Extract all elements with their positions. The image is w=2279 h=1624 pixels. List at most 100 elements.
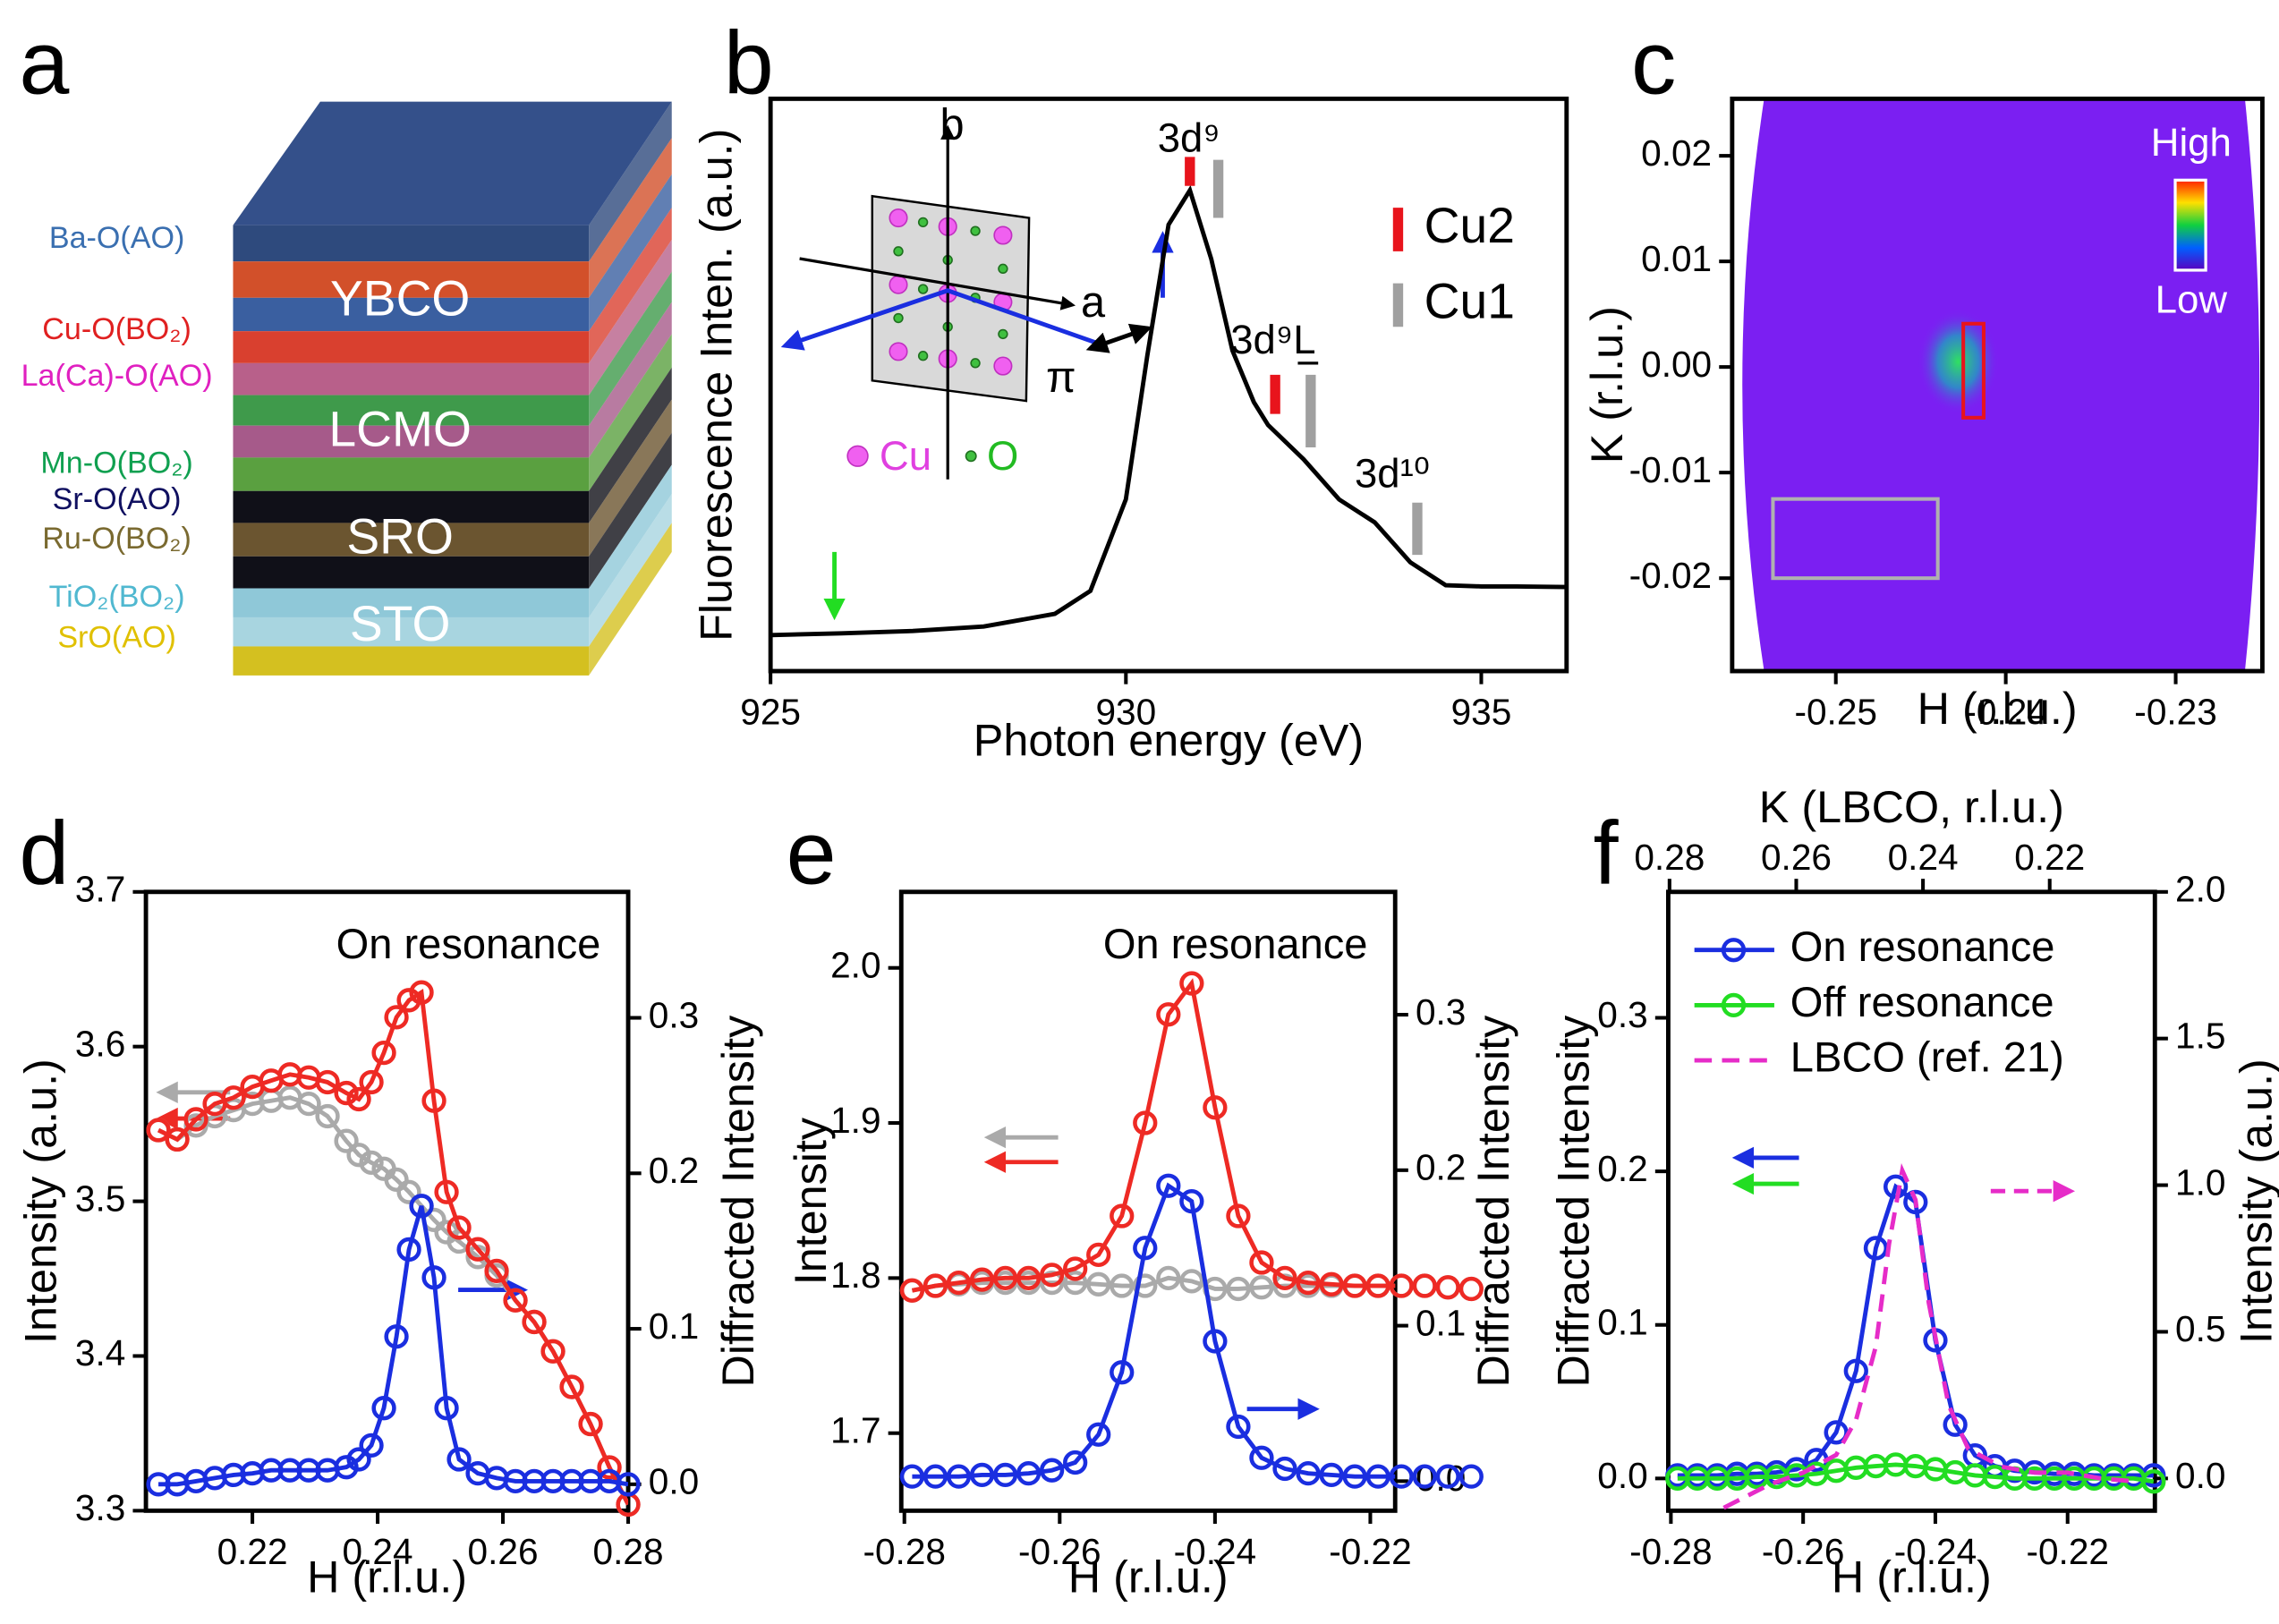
cu-atom [889,275,908,294]
data-point [346,1447,371,1472]
x-tick-label: 0.22 [217,1531,288,1572]
data-point [578,1411,603,1437]
data-point [540,1339,565,1364]
detector-edge [2244,98,2263,672]
series-line [1677,1183,2154,1478]
data-point [446,1215,472,1240]
data-point [1156,1265,1181,1291]
data-point [409,1194,434,1219]
o-symbol [965,450,977,463]
data-point [359,1069,384,1095]
data-point [1389,1464,1414,1489]
data-point [221,1085,246,1110]
layer-name: Mn-O(BO₂) [40,446,192,480]
state-label: 3d⁹L [1230,317,1315,362]
x-tick-label: -0.23 [2134,691,2217,732]
stripe-side [589,101,672,262]
cu-atom [993,356,1013,376]
y2-tick-label: 2.0 [2175,869,2225,910]
data-point [1365,1464,1390,1489]
layer-label: STO [350,596,450,651]
data-point [1458,1276,1484,1302]
stripe-front [233,261,590,298]
legend-marker [1721,938,1747,963]
data-point [165,1127,190,1152]
data-point [421,1265,446,1290]
plot-frame [1730,96,2265,674]
cu-atom [889,208,908,228]
stripe-front [233,556,590,589]
y-axis-label: Fluorescence Inten. (a.u.) [691,129,742,642]
x2-tick-label: 0.22 [2014,837,2085,878]
layer-name: Sr-O(AO) [53,482,182,516]
data-point [346,1143,371,1168]
data-point [296,1092,321,1117]
data-point [371,1040,396,1066]
data-point [899,1464,925,1489]
data-point [1179,1269,1204,1294]
x-tick-label: 0.26 [468,1531,539,1572]
data-point [334,1455,359,1480]
x-tick-label: -0.24 [1174,1531,1257,1572]
data-point [1179,971,1204,996]
data-point [899,1278,925,1303]
stripe-side [589,399,672,557]
data-point [1903,1189,1928,1215]
y2-tick-label: 0.1 [649,1305,699,1347]
stripe-side [589,138,672,298]
o-atom [893,246,904,257]
data-point [1272,1456,1297,1482]
y-tick-label: 3.3 [75,1487,125,1528]
cu-symbol [846,445,869,467]
x-tick-label: -0.22 [1329,1531,1412,1572]
y-tick-label: 1.9 [830,1100,880,1141]
data-point [384,1167,409,1193]
y-axis-label: Intensity [785,1117,836,1285]
data-point [1296,1270,1321,1296]
data-point [1249,1445,1274,1470]
data-point [1039,1263,1065,1288]
data-point [384,1005,409,1030]
data-point [1226,1414,1251,1440]
data-point [1110,1360,1135,1385]
legend-label: On resonance [1790,923,2055,970]
y2-tick-label: 0.5 [2175,1308,2225,1349]
series-line [157,989,629,1506]
o-atom [998,263,1008,275]
data-point [946,1464,972,1489]
o-atom [917,217,929,228]
data-point [1365,1273,1390,1298]
layer-name: Ru-O(BO₂) [42,522,191,556]
data-point [146,1118,171,1143]
legend-marker [1721,992,1747,1018]
data-point [1824,1420,1849,1445]
data-point [616,1472,641,1497]
data-point [1133,1273,1158,1298]
x-axis-label: H (r.l.u.) [1918,683,2078,734]
data-point [1458,1464,1484,1489]
data-point [421,1088,446,1113]
x-axis-label: H (r.l.u.) [1832,1552,1992,1603]
data-point [396,1179,421,1204]
y-axis-label: Diffracted Intensity [1547,1015,1598,1388]
data-point [992,1462,1018,1488]
beam-arrow [780,288,1106,351]
a-axis-arrow [799,257,1076,310]
y-axis-label: Intensity (a.u.) [15,1059,66,1344]
data-point [503,1288,528,1313]
series-line [911,978,1396,1293]
y-tick-label: -0.01 [1629,449,1712,490]
layer-name: SrO(AO) [57,620,176,654]
x-tick-label: -0.28 [1629,1531,1712,1572]
stripe-side [589,174,672,332]
stripe-side [589,432,672,589]
data-point [1389,1273,1414,1298]
data-point [1342,1273,1367,1298]
y-tick-label: 3.5 [75,1178,125,1219]
x-tick-label: -0.24 [1964,691,2046,732]
plot-frame [768,96,1569,674]
data-point [1086,1422,1111,1447]
data-point [1412,1464,1437,1489]
stack-stripes [233,101,672,676]
